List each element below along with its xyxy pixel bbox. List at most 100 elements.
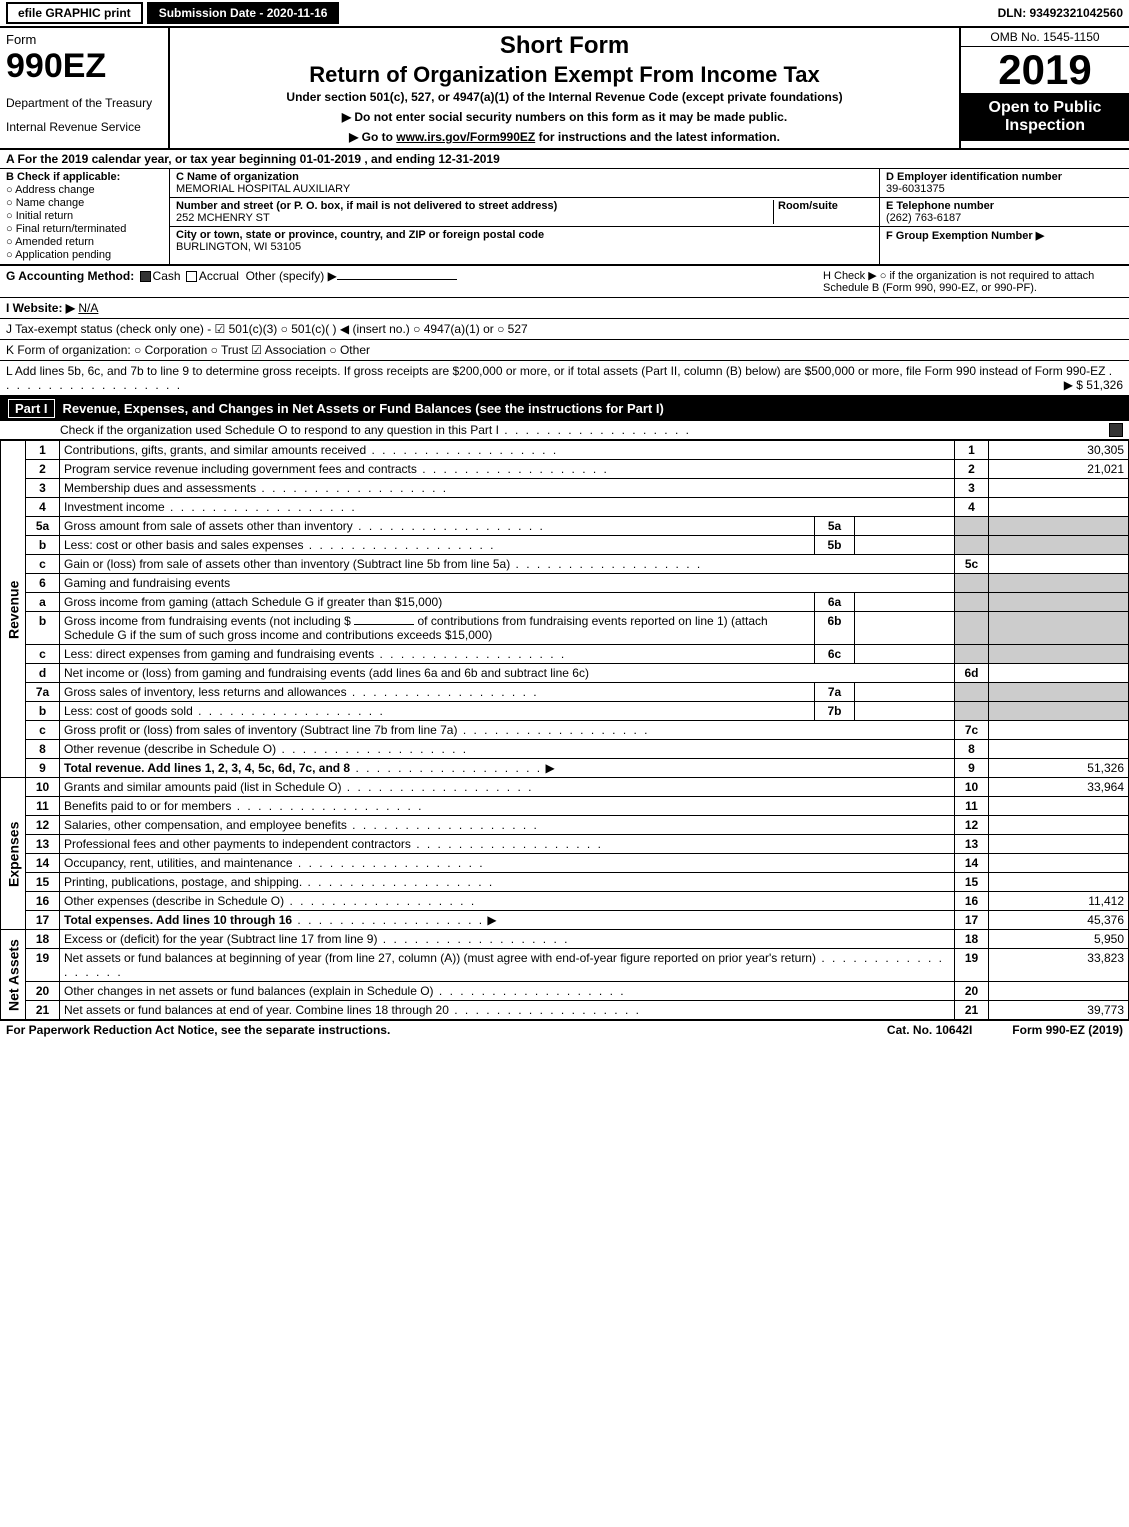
line-6a-val[interactable] [855, 593, 955, 612]
form-word: Form [6, 32, 162, 47]
chk-application-pending[interactable]: Application pending [6, 249, 163, 261]
efile-print-button[interactable]: efile GRAPHIC print [6, 2, 143, 24]
line-4-num: 4 [26, 498, 60, 517]
line-5a-val[interactable] [855, 517, 955, 536]
line-18-ref: 18 [955, 930, 989, 949]
line-12-text: Salaries, other compensation, and employ… [60, 816, 955, 835]
line-18-amt: 5,950 [989, 930, 1129, 949]
line-21-ref: 21 [955, 1001, 989, 1020]
line-g-h: G Accounting Method: Cash Accrual Other … [0, 266, 1129, 298]
cash-checkbox[interactable] [140, 271, 151, 282]
line-5a-mid: 5a [815, 517, 855, 536]
line-l-text: L Add lines 5b, 6c, and 7b to line 9 to … [6, 364, 1105, 378]
line-15-ref: 15 [955, 873, 989, 892]
line-6b-num: b [26, 612, 60, 645]
line-8-num: 8 [26, 740, 60, 759]
other-specify-input[interactable] [337, 279, 457, 280]
line-9-ref: 9 [955, 759, 989, 778]
line-6-num: 6 [26, 574, 60, 593]
line-16-num: 16 [26, 892, 60, 911]
chk-amended-return[interactable]: Amended return [6, 236, 163, 248]
header-left: Form 990EZ Department of the Treasury In… [0, 28, 170, 148]
line-i: I Website: ▶ N/A [0, 298, 1129, 319]
line-7c-text: Gross profit or (loss) from sales of inv… [60, 721, 955, 740]
org-name: MEMORIAL HOSPITAL AUXILIARY [176, 183, 350, 195]
box-d-e-f: D Employer identification number 39-6031… [879, 169, 1129, 264]
line-11-text: Benefits paid to or for members [60, 797, 955, 816]
tax-period: A For the 2019 calendar year, or tax yea… [0, 150, 1129, 169]
website-value: N/A [78, 301, 98, 315]
line-4-ref: 4 [955, 498, 989, 517]
line-5c-ref: 5c [955, 555, 989, 574]
line-6b-val[interactable] [855, 612, 955, 645]
line-j: J Tax-exempt status (check only one) - ☑… [0, 319, 1129, 340]
form-ref: Form 990-EZ (2019) [1012, 1023, 1123, 1037]
line-5c-amt [989, 555, 1129, 574]
line-18-num: 18 [26, 930, 60, 949]
line-6d-ref: 6d [955, 664, 989, 683]
sched-o-row: Check if the organization used Schedule … [0, 421, 1129, 440]
accrual-checkbox[interactable] [186, 271, 197, 282]
line-1-amt: 30,305 [989, 441, 1129, 460]
irs-link[interactable]: www.irs.gov/Form990EZ [396, 130, 535, 144]
line-5a-text: Gross amount from sale of assets other t… [60, 517, 815, 536]
irs-label: Internal Revenue Service [6, 120, 162, 134]
sched-o-checkbox[interactable] [1109, 423, 1123, 437]
line-k: K Form of organization: ○ Corporation ○ … [0, 340, 1129, 361]
line-10-amt: 33,964 [989, 778, 1129, 797]
line-5b-val[interactable] [855, 536, 955, 555]
line-18-text: Excess or (deficit) for the year (Subtra… [60, 930, 955, 949]
cat-no: Cat. No. 10642I [887, 1023, 972, 1037]
org-name-label: C Name of organization [176, 171, 299, 183]
line-l: L Add lines 5b, 6c, and 7b to line 9 to … [0, 361, 1129, 396]
line-5c-text: Gain or (loss) from sale of assets other… [60, 555, 955, 574]
line-21-num: 21 [26, 1001, 60, 1020]
line-7a-num: 7a [26, 683, 60, 702]
submission-date-button[interactable]: Submission Date - 2020-11-16 [147, 2, 340, 24]
line-10-ref: 10 [955, 778, 989, 797]
line-1-ref: 1 [955, 441, 989, 460]
line-14-ref: 14 [955, 854, 989, 873]
header-right: OMB No. 1545-1150 2019 Open to Public In… [959, 28, 1129, 148]
line-6b-input[interactable] [354, 624, 414, 625]
line-7a-val[interactable] [855, 683, 955, 702]
part1-header: Part I Revenue, Expenses, and Changes in… [0, 396, 1129, 421]
line-6c-mid: 6c [815, 645, 855, 664]
line-7b-val[interactable] [855, 702, 955, 721]
line-6c-val[interactable] [855, 645, 955, 664]
line-6b-text: Gross income from fundraising events (no… [60, 612, 815, 645]
line-14-num: 14 [26, 854, 60, 873]
sched-o-text: Check if the organization used Schedule … [60, 423, 1103, 437]
line-12-ref: 12 [955, 816, 989, 835]
ssn-note: ▶ Do not enter social security numbers o… [180, 110, 949, 124]
line-6b-t1: Gross income from fundraising events (no… [64, 614, 351, 628]
line-19-ref: 19 [955, 949, 989, 982]
line-11-num: 11 [26, 797, 60, 816]
chk-final-return[interactable]: Final return/terminated [6, 223, 163, 235]
phone-label: E Telephone number [886, 200, 994, 212]
ein-label: D Employer identification number [886, 171, 1062, 183]
box-b-title: B Check if applicable: [6, 171, 163, 183]
line-17-ref: 17 [955, 911, 989, 930]
line-6-text: Gaming and fundraising events [60, 574, 955, 593]
line-12-num: 12 [26, 816, 60, 835]
line-15-text: Printing, publications, postage, and shi… [60, 873, 955, 892]
line-21-text: Net assets or fund balances at end of ye… [60, 1001, 955, 1020]
line-7c-ref: 7c [955, 721, 989, 740]
goto-pre: ▶ Go to [349, 130, 396, 144]
paperwork-notice: For Paperwork Reduction Act Notice, see … [6, 1023, 847, 1037]
chk-address-change[interactable]: Address change [6, 184, 163, 196]
line-9-amt: 51,326 [989, 759, 1129, 778]
line-8-ref: 8 [955, 740, 989, 759]
line-7b-mid: 7b [815, 702, 855, 721]
chk-name-change[interactable]: Name change [6, 197, 163, 209]
line-19-num: 19 [26, 949, 60, 982]
group-exemption-label: F Group Exemption Number ▶ [886, 230, 1044, 242]
line-3-num: 3 [26, 479, 60, 498]
line-12-amt [989, 816, 1129, 835]
line-6c-text: Less: direct expenses from gaming and fu… [60, 645, 815, 664]
chk-initial-return[interactable]: Initial return [6, 210, 163, 222]
line-13-text: Professional fees and other payments to … [60, 835, 955, 854]
line-5a-shade [955, 517, 989, 536]
line-17-amt: 45,376 [989, 911, 1129, 930]
